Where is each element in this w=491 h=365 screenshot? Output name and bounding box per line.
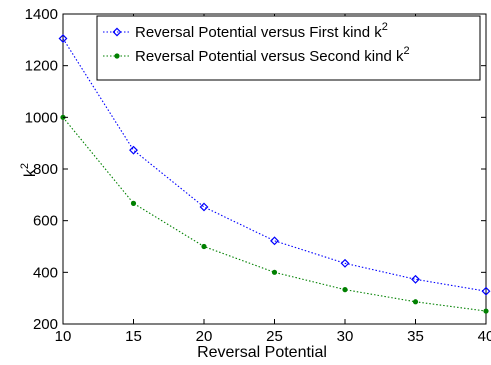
data-point xyxy=(130,200,137,206)
data-point xyxy=(483,308,489,314)
x-tick-label: 10 xyxy=(55,328,72,345)
y-axis-label: k2 xyxy=(19,163,39,177)
data-point xyxy=(129,145,138,155)
legend-marker xyxy=(114,53,120,59)
legend: Reversal Potential versus First kind k2R… xyxy=(96,15,481,81)
data-point xyxy=(270,236,279,246)
y-axis-label-sup: 2 xyxy=(19,163,31,169)
x-tick-label: 40 xyxy=(478,328,491,345)
legend-box xyxy=(96,15,481,81)
series-1 xyxy=(58,34,491,296)
data-point xyxy=(201,243,207,250)
y-tick-label: 200 xyxy=(33,316,58,333)
y-tick-label: 800 xyxy=(33,161,58,178)
y-tick-label: 400 xyxy=(33,264,58,281)
legend-label-sup: 2 xyxy=(403,45,409,57)
data-point xyxy=(340,258,350,268)
legend-label-sup: 2 xyxy=(382,21,388,33)
x-tick-label: 25 xyxy=(266,328,283,345)
data-point xyxy=(481,286,491,296)
data-point xyxy=(199,202,209,212)
data-point xyxy=(412,299,419,305)
axis-ticks: 10 15 20 25 30 35 40 200 400 600 800 1000 1200 1400 xyxy=(25,6,491,345)
y-axis-label-base: k xyxy=(22,168,39,177)
legend-entry-2: Reversal Potential versus Second kind k2 xyxy=(103,45,410,65)
data-point xyxy=(342,287,348,293)
legend-label-text: Reversal Potential versus First kind k xyxy=(135,24,382,41)
x-axis-label: Reversal Potential xyxy=(197,344,327,361)
data-point xyxy=(58,34,68,43)
x-tick-label: 20 xyxy=(196,328,213,345)
legend-marker xyxy=(112,27,122,37)
y-tick-label: 1200 xyxy=(25,58,58,75)
x-tick-label: 30 xyxy=(337,328,354,345)
legend-label-text: Reversal Potential versus Second kind k xyxy=(135,48,404,65)
y-tick-label: 1400 xyxy=(25,6,58,23)
y-tick-label: 1000 xyxy=(25,109,58,126)
data-point xyxy=(271,269,278,275)
x-tick-label: 35 xyxy=(407,328,424,345)
x-tick-label: 15 xyxy=(125,328,142,345)
legend-label: Reversal Potential versus First kind k2 xyxy=(135,21,388,41)
data-point xyxy=(411,274,420,284)
legend-label: Reversal Potential versus Second kind k2 xyxy=(135,45,410,65)
legend-entry-1: Reversal Potential versus First kind k2 xyxy=(103,21,388,41)
y-tick-label: 600 xyxy=(33,213,58,230)
